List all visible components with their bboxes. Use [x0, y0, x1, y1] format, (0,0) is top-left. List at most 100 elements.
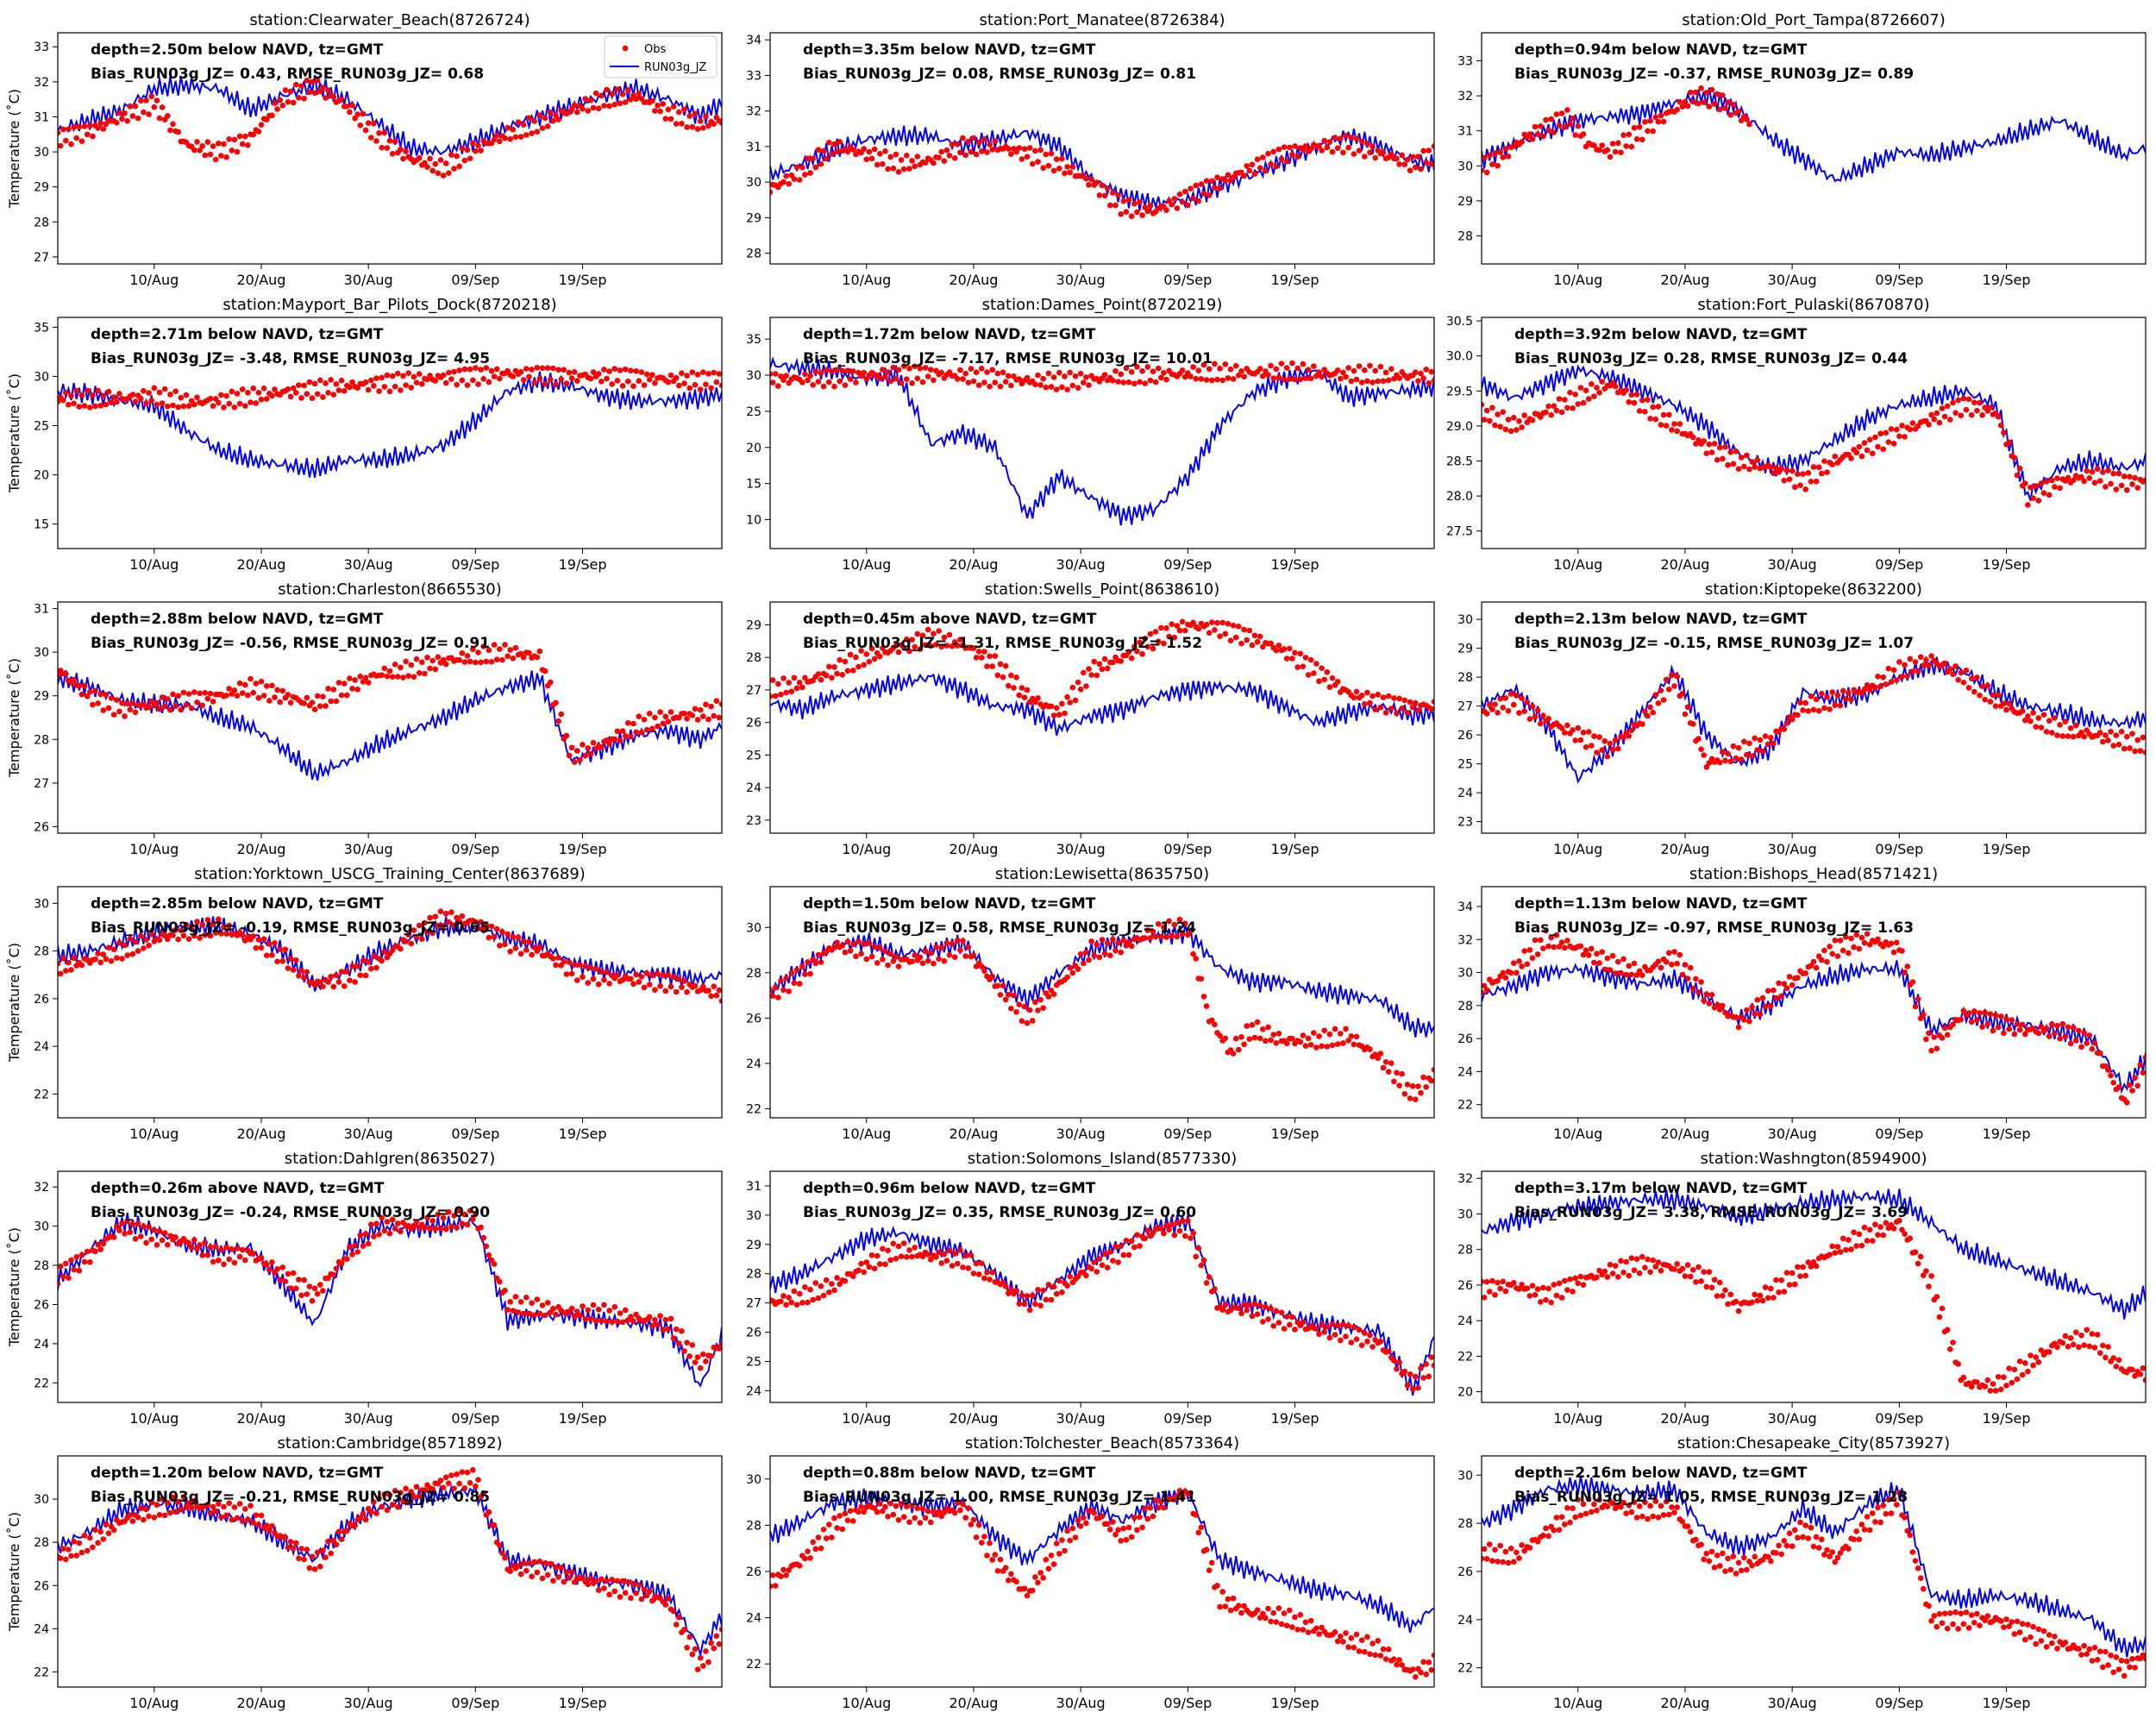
obs-point [700, 1663, 706, 1669]
subplot-8: station:Swells_Point(8638610)23242526272… [746, 580, 1435, 857]
obs-point [1431, 1362, 1434, 1369]
obs-point [116, 939, 122, 946]
depth-annotation: depth=0.45m above NAVD, tz=GMT [803, 611, 1097, 628]
obs-point [1426, 1659, 1432, 1665]
obs-point [1545, 943, 1551, 950]
obs-point [1275, 1320, 1282, 1326]
obs-point [285, 965, 291, 971]
obs-point [1281, 144, 1288, 150]
obs-point [1759, 994, 1766, 1001]
obs-point [823, 672, 830, 679]
obs-point [1193, 1512, 1199, 1518]
obs-point [520, 1310, 527, 1317]
obs-point [245, 390, 251, 396]
obs-point [352, 1522, 358, 1528]
obs-point [258, 678, 265, 685]
obs-point [1353, 1631, 1360, 1638]
obs-point [791, 176, 798, 182]
obs-point [2103, 484, 2109, 490]
obs-point [684, 1339, 690, 1346]
obs-point [1674, 1504, 1680, 1510]
obs-point [786, 680, 792, 686]
obs-point [207, 690, 214, 697]
obs-point [223, 1244, 229, 1251]
obs-point [1086, 382, 1092, 388]
obs-point [1024, 1592, 1031, 1599]
obs-point [609, 91, 615, 97]
obs-point [957, 1507, 963, 1514]
obs-point [129, 700, 136, 706]
obs-point [456, 367, 462, 373]
obs-point [245, 1516, 251, 1522]
obs-point [138, 395, 144, 402]
obs-point [398, 1490, 404, 1496]
obs-point [1827, 1553, 1833, 1559]
obs-point [2065, 474, 2071, 481]
x-tick-label: 20/Aug [1660, 841, 1709, 857]
obs-point [1612, 737, 1619, 743]
obs-point [325, 390, 331, 396]
y-tick-label: 34 [1457, 900, 1473, 914]
obs-point [1409, 1083, 1416, 1089]
x-tick-label: 30/Aug [344, 1126, 393, 1142]
obs-point [1866, 436, 1873, 442]
subplot-title: station:Dames_Point(8720219) [982, 296, 1223, 314]
obs-point [1995, 414, 2002, 420]
obs-point [970, 952, 977, 959]
obs-point [973, 1260, 980, 1267]
obs-point [1577, 385, 1584, 391]
obs-point [330, 392, 337, 398]
obs-point [1297, 1038, 1304, 1045]
y-tick-label: 30 [746, 1209, 761, 1223]
y-tick-label: 30 [34, 1493, 49, 1507]
obs-point [301, 1556, 307, 1563]
obs-point [856, 938, 862, 944]
obs-point [2046, 1349, 2053, 1355]
obs-point [866, 148, 873, 155]
obs-point [1708, 86, 1715, 93]
obs-point [633, 1590, 639, 1596]
model-line [58, 371, 722, 479]
obs-point [1604, 147, 1611, 154]
obs-point [491, 1261, 498, 1267]
obs-point [943, 643, 950, 649]
obs-point [1982, 696, 1988, 703]
obs-point [1037, 1570, 1044, 1576]
obs-point [81, 683, 88, 689]
obs-point [1158, 1498, 1164, 1505]
obs-point [234, 148, 241, 155]
obs-point [1053, 705, 1060, 712]
obs-point [1200, 191, 1207, 197]
obs-point [263, 396, 270, 402]
obs-point [946, 952, 953, 958]
obs-point [338, 969, 345, 975]
obs-point [116, 391, 122, 397]
obs-point [1752, 1553, 1758, 1560]
obs-point [325, 1538, 331, 1545]
obs-point [1176, 1227, 1183, 1234]
obs-point [2009, 1379, 2015, 1386]
obs-point [2086, 1343, 2093, 1350]
obs-point [550, 365, 556, 372]
obs-point [475, 381, 481, 387]
obs-point [437, 157, 444, 163]
obs-point [1241, 1603, 1247, 1609]
obs-point [1771, 1295, 1777, 1301]
obs-point [1169, 932, 1175, 939]
plot-data [1482, 1189, 2146, 1394]
obs-point [1703, 1283, 1710, 1290]
obs-point [2040, 712, 2047, 718]
obs-point [563, 380, 570, 386]
obs-point [716, 987, 722, 994]
obs-point [389, 1216, 396, 1223]
obs-point [274, 1266, 280, 1272]
obs-point [924, 373, 931, 380]
obs-point [1273, 1308, 1280, 1314]
obs-point [470, 646, 476, 652]
y-tick-label: 30 [34, 897, 49, 911]
obs-point [2038, 1638, 2045, 1644]
obs-point [148, 1236, 154, 1243]
obs-point [464, 1469, 471, 1476]
obs-point [580, 742, 586, 748]
obs-point [1043, 1557, 1050, 1563]
